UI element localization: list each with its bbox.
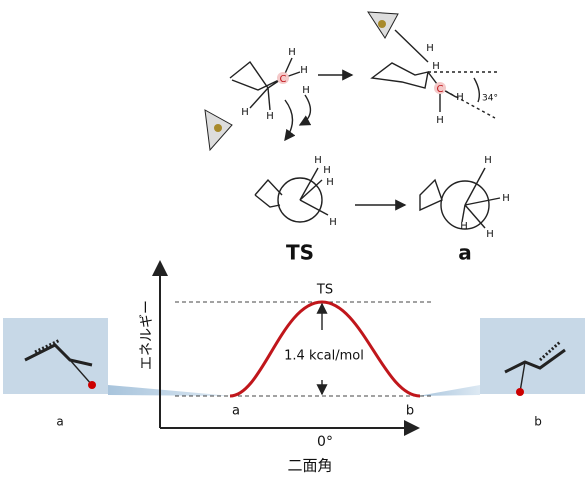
atom-label: H [326, 177, 334, 188]
reactant-structure [229, 57, 312, 142]
atom-label: H [460, 221, 468, 232]
energy-curve [229, 300, 421, 398]
atom-label: H [266, 111, 274, 122]
peak-label: TS [316, 283, 333, 298]
inset-right-structure [504, 340, 566, 396]
atom-label: H [241, 107, 249, 118]
x-end-label: b [406, 404, 414, 419]
atom-label: H [302, 85, 310, 96]
atom-label: H [329, 217, 337, 228]
inset-shadow [108, 385, 232, 396]
atom-label: H [288, 47, 296, 58]
x-start-label: a [232, 404, 240, 419]
atom-label: C [437, 84, 444, 95]
newman-reactant [254, 167, 329, 223]
newman-product [419, 167, 501, 230]
inset-right [480, 318, 585, 394]
species-label: a [458, 241, 472, 265]
eye-icon [204, 11, 399, 152]
atom-label: H [314, 155, 322, 166]
barrier-label: 1.4 kcal/mol [284, 349, 364, 364]
inset-shadow [418, 385, 480, 396]
atom-label: H [426, 43, 434, 54]
angle-label: 34° [482, 94, 498, 104]
atom-label: C [280, 74, 287, 85]
x-center-label: 0° [317, 434, 333, 450]
inset-label: a [56, 415, 63, 429]
atom-label: H [300, 65, 308, 76]
inset-left-structure [24, 338, 96, 389]
atom-label: H [323, 165, 331, 176]
atom-label: H [484, 155, 492, 166]
atom-label: H [486, 229, 494, 240]
atom-label: H [436, 115, 444, 126]
product-structure [370, 29, 500, 119]
atom-label: H [456, 92, 464, 103]
inset-label: b [534, 415, 542, 429]
atom-label: H [432, 61, 440, 72]
y-axis-label: エネルギー [139, 300, 155, 370]
atom-label: H [502, 193, 510, 204]
species-label: TS [286, 241, 314, 265]
x-axis-label: 二面角 [287, 457, 332, 475]
